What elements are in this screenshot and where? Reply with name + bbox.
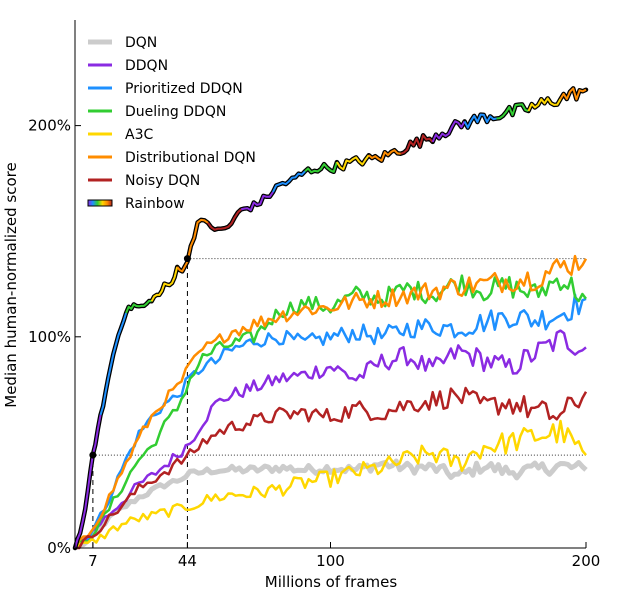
- series-line-noisy-dqn: [75, 386, 588, 550]
- legend-swatch-rainbow: [87, 199, 113, 207]
- x-tick-label: 100: [316, 552, 345, 570]
- ticks: 7 44 100 200 0% 100% 200%: [28, 117, 600, 570]
- series-line-rainbow-segment: [496, 103, 529, 120]
- series-line-ddqn: [74, 329, 587, 550]
- series-line-rainbow-segment: [304, 161, 338, 174]
- legend-label-rainbow: Rainbow: [125, 196, 185, 212]
- legend-label-noisy-dqn: Noisy DQN: [125, 173, 200, 189]
- series-line-prioritized-ddqn: [74, 293, 587, 549]
- series-line-dqn: [73, 458, 588, 551]
- legend-label-dueling-ddqn: Dueling DDQN: [125, 104, 226, 120]
- marker-point-0: [89, 451, 97, 459]
- legend-label-dqn: DQN: [125, 35, 157, 51]
- series-line-rainbow-segment: [336, 154, 370, 171]
- series-line-rainbow-segment: [207, 208, 242, 231]
- y-tick-label: 200%: [28, 117, 71, 135]
- series-line-rainbow-segment: [272, 170, 306, 193]
- legend-label-distributional-dqn: Distributional DQN: [125, 150, 256, 166]
- marker-point-1: [183, 255, 191, 263]
- reference-lines: [92, 258, 586, 548]
- series-line-distributional-dqn: [73, 254, 588, 549]
- legend-label-prioritized-ddqn: Prioritized DDQN: [125, 81, 243, 97]
- series-line-rainbow-segment: [400, 134, 434, 155]
- legend-label-a3c: A3C: [125, 127, 153, 143]
- series-line-a3c: [74, 419, 587, 549]
- x-tick-label: 7: [88, 552, 98, 570]
- series-line-rainbow-segment: [150, 266, 179, 302]
- series-line-rainbow-segment: [125, 300, 152, 314]
- legend-label-ddqn: DDQN: [125, 58, 168, 74]
- series-line-rainbow-segment: [176, 218, 209, 273]
- series-line-rainbow-segment: [368, 149, 401, 162]
- y-axis-title: Median human-normalized score: [2, 162, 20, 408]
- x-tick-label: 200: [572, 552, 601, 570]
- series-line-rainbow-segment: [99, 312, 128, 416]
- y-tick-label: 100%: [28, 328, 71, 346]
- series-lines: [72, 86, 589, 551]
- series-line-rainbow-segment: [431, 120, 466, 143]
- x-tick-label: 44: [178, 552, 197, 570]
- series-line-rainbow-segment: [559, 87, 587, 101]
- x-axis-title: Millions of frames: [265, 573, 398, 590]
- series-line-rainbow-segment: [527, 97, 562, 112]
- series-line-dueling-ddqn: [73, 274, 587, 549]
- series-line-rainbow-segment: [74, 414, 102, 549]
- y-tick-label: 0%: [47, 539, 71, 557]
- series-line-rainbow-segment: [240, 191, 274, 212]
- markers: [89, 255, 191, 459]
- series-line-rainbow-segment: [463, 113, 497, 129]
- legend: DQN DDQN Prioritized DDQN Dueling DDQN A3C Di…: [87, 35, 256, 212]
